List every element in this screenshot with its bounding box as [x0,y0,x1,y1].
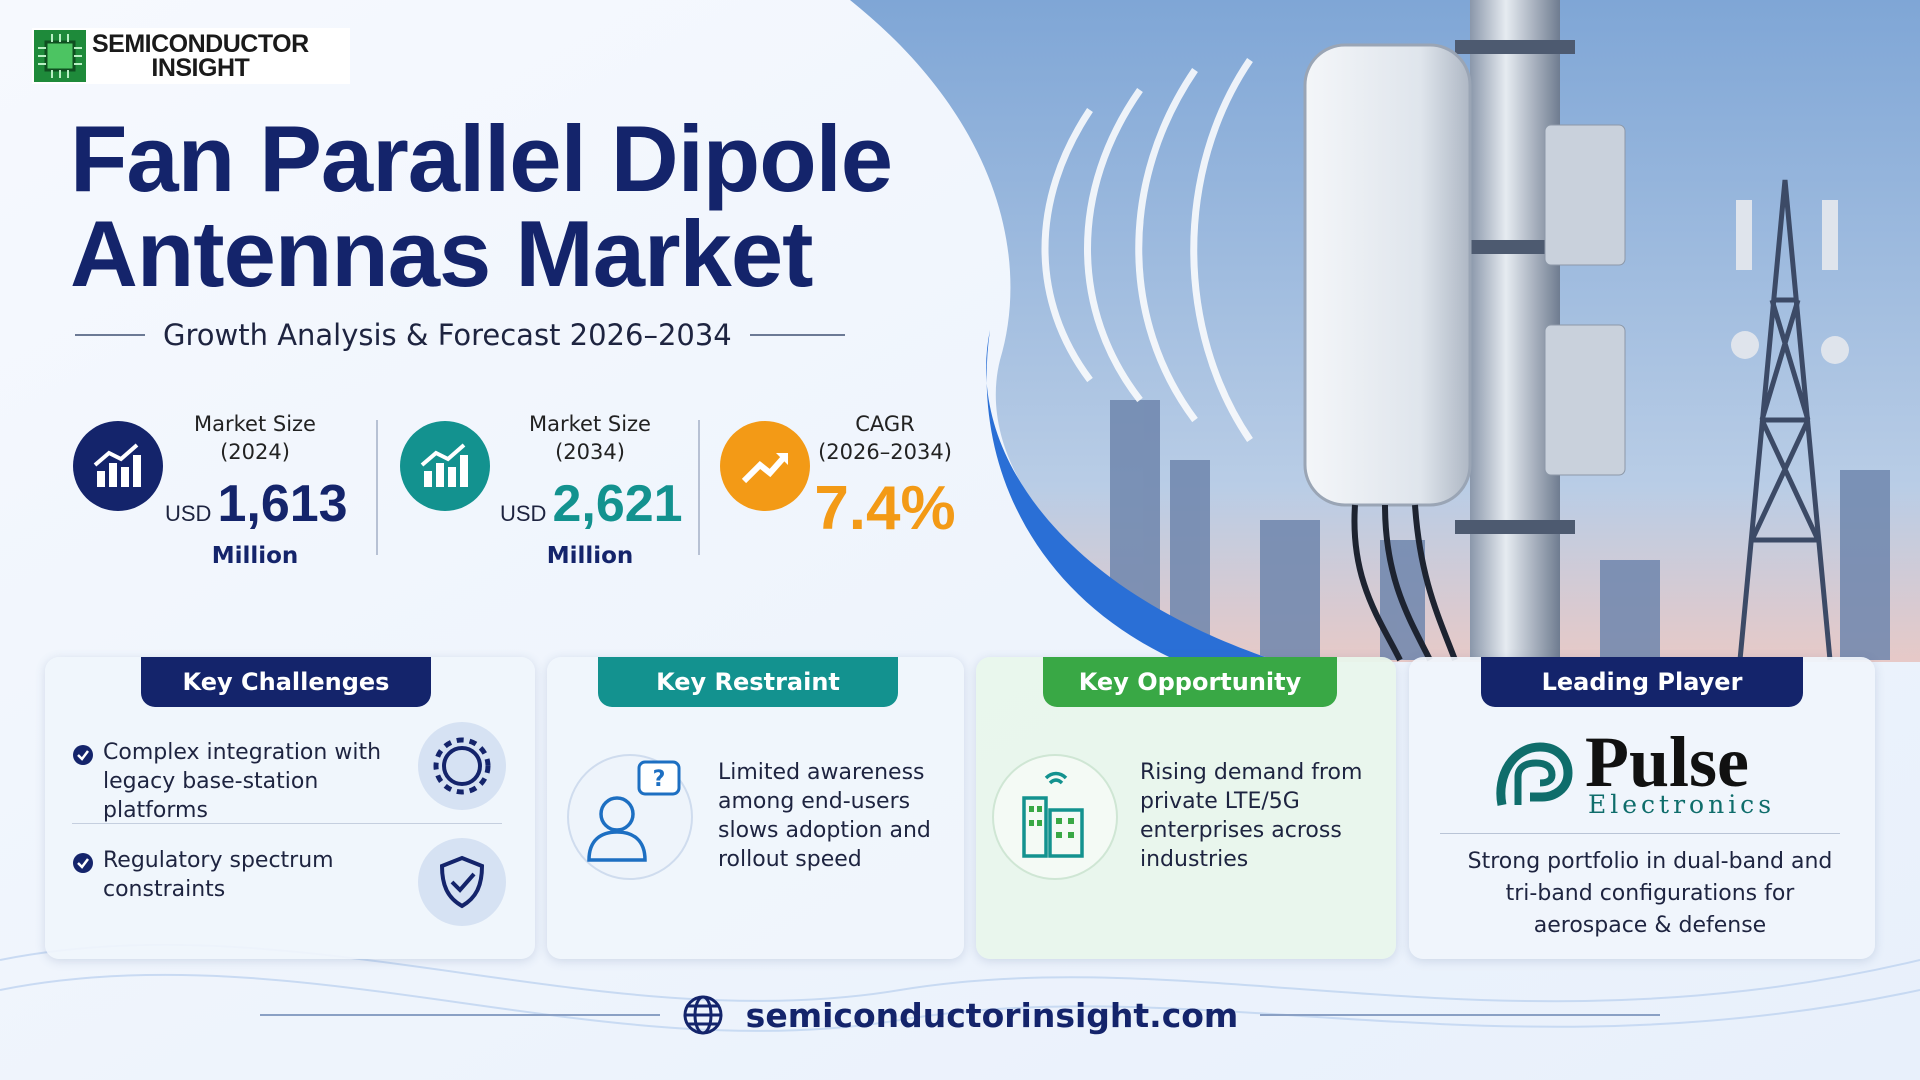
footer: semiconductorinsight.com [0,994,1920,1036]
stat: Market Size (2024) USD 1,613 Million [165,410,348,569]
subtitle: Growth Analysis & Forecast 2026–2034 [163,318,732,352]
check-icon [73,853,93,873]
player-sub: Electronics [1588,790,1776,819]
divider [698,420,700,555]
card [1409,657,1875,959]
divider [376,420,378,555]
brand-logo: SEMICONDUCTOR INSIGHT [32,28,350,84]
stat-icon [720,421,810,511]
card-text: Rising demand from private LTE/5G enterp… [1140,760,1363,872]
globe-icon [683,995,723,1035]
brand-line: SEMICONDUCTOR [92,30,309,58]
separator [72,823,502,824]
brand-line: INSIGHT [151,54,250,82]
card-title: Key Challenges [141,657,431,707]
player-logo-mark [1496,742,1573,806]
card-title: Key Opportunity [1043,657,1337,707]
card-text: Strong portfolio in dual-band and tri-ba… [1467,849,1833,938]
rule [749,334,845,336]
stat-unit: Million [211,543,299,569]
stat-label: CAGR [855,412,915,436]
city-icon [992,754,1118,880]
stat-period: (2024) [220,440,290,464]
challenge-item: Complex integration with legacy base-sta… [103,740,382,823]
title: Antennas Market [70,201,813,306]
stat: CAGR (2026–2034) 7.4% [800,410,970,544]
card-text: Limited awareness among end-users slows … [718,760,931,872]
shield-icon [418,838,506,926]
user-icon: ? [567,754,693,880]
brand-text: SEMICONDUCTOR INSIGHT [92,30,309,82]
separator [1440,833,1840,834]
subtitle-row: Growth Analysis & Forecast 2026–2034 [75,318,845,352]
stat-unit: Million [546,543,634,569]
stat: Market Size (2034) USD 2,621 Million [500,410,683,569]
card-title: Leading Player [1481,657,1803,707]
stat-value: 7.4% [814,474,956,543]
challenge-item: Regulatory spectrum constraints [103,848,334,902]
stat-icon [73,421,163,511]
stat-label: Market Size [529,412,651,436]
stat-prefix: USD [500,501,547,526]
stat-value: 1,613 [217,475,348,533]
rule [1260,1014,1661,1016]
rule [75,334,145,336]
card-title: Key Restraint [598,657,898,707]
stat-value-row: USD 2,621 [500,474,683,544]
stat-prefix: USD [165,501,212,526]
stat-label: Market Size [194,412,316,436]
rule [259,1014,660,1016]
gear-icon [418,722,506,810]
stat-icon [400,421,490,511]
check-icon [73,745,93,765]
svg-text:?: ? [653,767,666,792]
stat-value: 2,621 [552,475,683,533]
brand-icon [34,30,86,82]
title: Fan Parallel Dipole [70,106,893,211]
website[interactable]: semiconductorinsight.com [745,995,1239,1035]
stat-period: (2034) [555,440,625,464]
stat-value-row: USD 1,613 [165,474,348,544]
stat-period: (2026–2034) [818,440,952,464]
player-name: Pulse [1585,722,1750,802]
